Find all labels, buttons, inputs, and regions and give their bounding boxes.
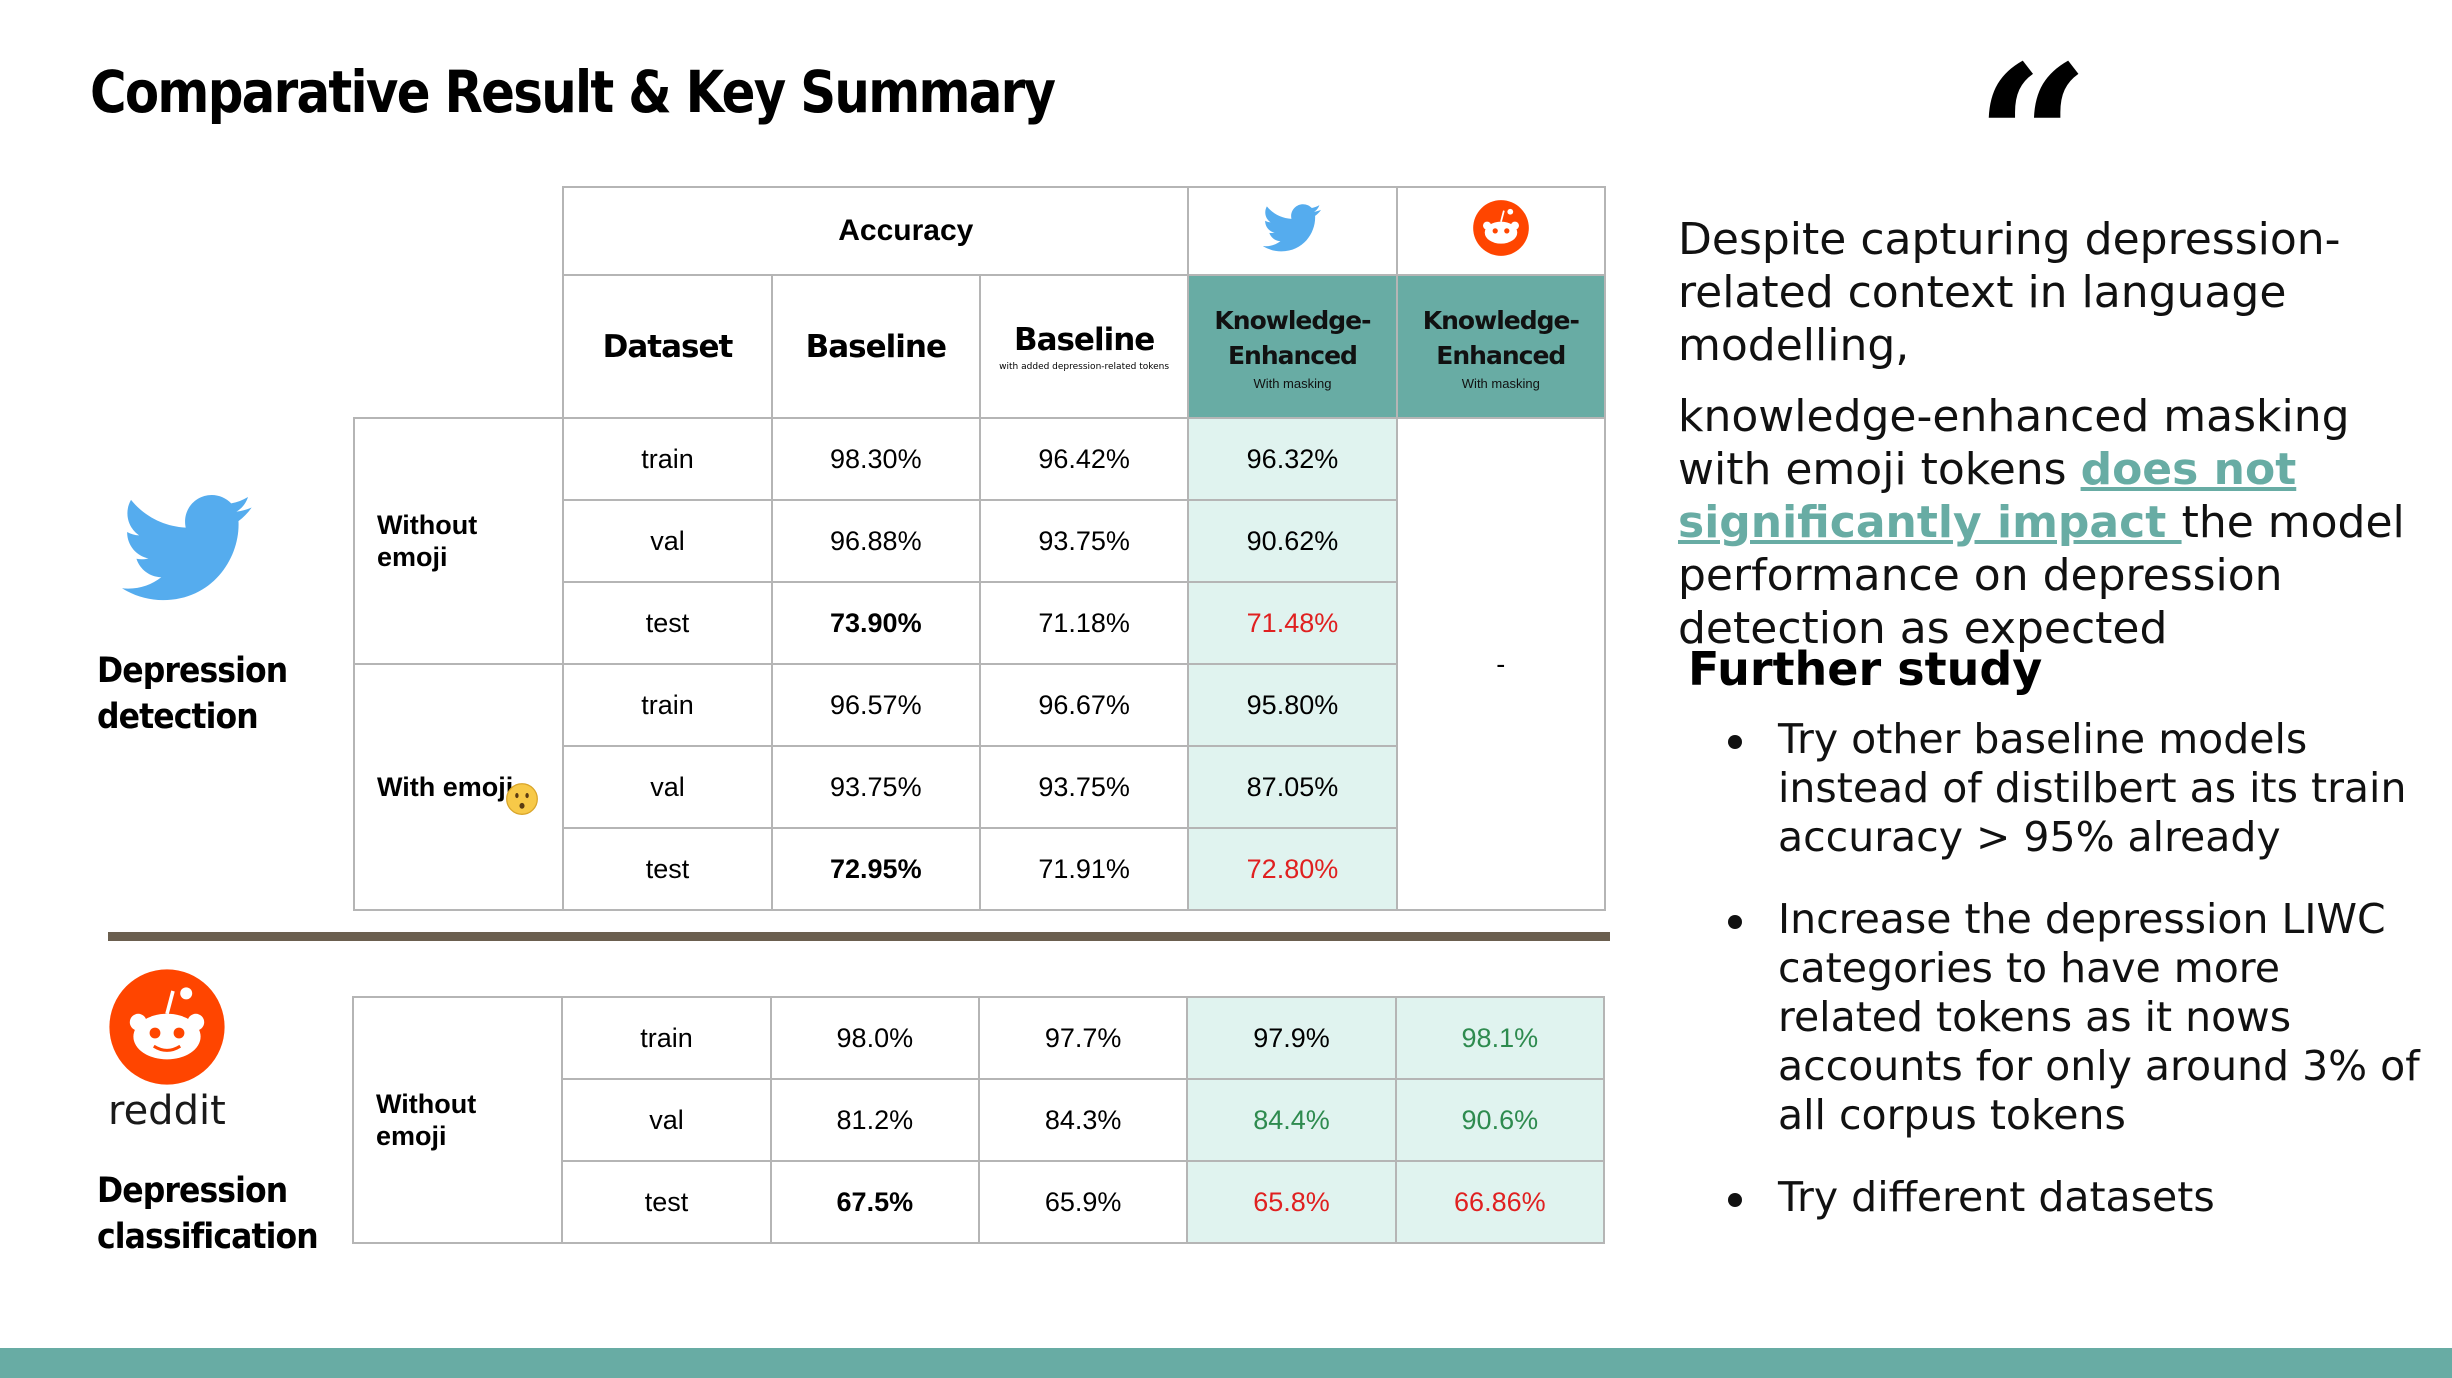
baseline2-cell: 93.75% (978, 745, 1190, 829)
split-cell: test (562, 827, 773, 911)
baseline2-cell: 71.18% (978, 581, 1190, 665)
footer-bar (0, 1348, 2452, 1378)
ke-cell: 87.05% (1187, 745, 1398, 829)
summary-paragraph-1: Despite capturing depression-related con… (1678, 214, 2341, 371)
baseline-cell: 98.30% (770, 417, 981, 501)
split-cell: train (562, 663, 773, 747)
group-without-emoji: Without emoji (351, 996, 564, 1244)
bullet-icon (1728, 915, 1742, 929)
baseline2-cell: 65.9% (977, 1160, 1189, 1244)
table-row: test 67.5% 65.9% 65.8% 66.86% (353, 1160, 1606, 1244)
ke2-cell: 66.86% (1394, 1160, 1606, 1244)
col-knowledge-enhanced-reddit: Knowledge- Enhanced With masking (1395, 274, 1607, 419)
split-cell: test (561, 1160, 772, 1244)
depression-classification-label: Depression classification (97, 1171, 319, 1257)
slide-title: Comparative Result & Key Summary (90, 58, 1056, 126)
reddit-small-icon (1472, 199, 1529, 256)
split-cell: train (561, 996, 772, 1080)
quote-mark: “ (1975, 22, 2091, 257)
bullet-icon (1728, 1193, 1742, 1207)
significance-link[interactable]: does not significantly impact (1678, 444, 2297, 548)
ke2-cell: 90.6% (1394, 1078, 1606, 1162)
bullet-icon (1728, 735, 1742, 749)
baseline2-cell: 84.3% (977, 1078, 1189, 1162)
baseline-cell: 96.57% (770, 663, 981, 747)
list-item: Increase the depression LIWC categories … (1722, 895, 2422, 1140)
reddit-logo-cell (1395, 186, 1607, 276)
summary-paragraph-2: knowledge-enhanced masking with emoji to… (1678, 391, 2405, 654)
ke1-cell: 97.9% (1186, 996, 1397, 1080)
ke2-cell: 98.1% (1394, 996, 1606, 1080)
ke-cell: 90.62% (1187, 499, 1398, 583)
twitter-bird-icon (122, 495, 252, 601)
col-baseline-added: Baseline with added depression-related to… (978, 274, 1190, 419)
baseline-cell: 67.5% (769, 1160, 980, 1244)
baseline-cell: 93.75% (770, 745, 981, 829)
section-divider (108, 932, 1610, 941)
baseline-cell: 73.90% (770, 581, 981, 665)
split-cell: val (561, 1078, 772, 1162)
table-row: val 96.88% 93.75% 90.62% (354, 499, 1605, 583)
ke-cell: 71.48% (1187, 581, 1398, 665)
baseline2-cell: 96.42% (978, 417, 1190, 501)
baseline-cell: 72.95% (770, 827, 981, 911)
split-cell: test (562, 581, 773, 665)
group-without-emoji: Without emoji (352, 417, 565, 665)
split-cell: val (562, 499, 773, 583)
baseline2-cell: 96.67% (978, 663, 1190, 747)
baseline-cell: 96.88% (770, 499, 981, 583)
emoji-face-icon (506, 783, 538, 815)
reddit-dash-cell: - (1395, 417, 1607, 911)
table-row: test 73.90% 71.18% 71.48% (354, 581, 1605, 665)
further-study-list: Try other baseline models instead of dis… (1722, 715, 2422, 1255)
twitter-bird-icon (1263, 203, 1322, 251)
twitter-logo-cell (1187, 186, 1398, 276)
split-cell: train (562, 417, 773, 501)
ke1-cell: 65.8% (1186, 1160, 1397, 1244)
split-cell: val (562, 745, 773, 829)
col-dataset: Dataset (562, 274, 773, 419)
table-row: Without emoji train 98.0% 97.7% 97.9% 98.… (351, 996, 1606, 1244)
col-baseline: Baseline (770, 274, 981, 419)
col-knowledge-enhanced-twitter: Knowledge- Enhanced With masking (1187, 274, 1398, 419)
ke-cell: 72.80% (1187, 827, 1398, 911)
table-row: With emoji train 96.57% 96.67% 95.80% (352, 663, 1605, 911)
table-row: val 93.75% 93.75% 87.05% (354, 745, 1605, 829)
list-item: Try different datasets (1722, 1173, 2422, 1222)
group-with-emoji: With emoji (352, 663, 565, 911)
baseline-cell: 98.0% (769, 996, 980, 1080)
reddit-logo-icon (109, 969, 225, 1085)
table-row: test 72.95% 71.91% 72.80% (354, 827, 1605, 911)
baseline2-cell: 93.75% (978, 499, 1190, 583)
baseline2-cell: 71.91% (978, 827, 1190, 911)
baseline-cell: 81.2% (769, 1078, 980, 1162)
twitter-results-table: Accuracy Dataset Baseline Baseline with a… (352, 186, 1607, 911)
further-study-heading: Further study (1688, 642, 2043, 696)
table-row: val 81.2% 84.3% 84.4% 90.6% (353, 1078, 1606, 1162)
reddit-wordmark: reddit (108, 1088, 226, 1134)
empty-corner (354, 187, 563, 275)
ke-cell: 96.32% (1187, 417, 1398, 501)
baseline2-cell: 97.7% (977, 996, 1189, 1080)
accuracy-header-cell: Accuracy (562, 186, 1190, 276)
list-item: Try other baseline models instead of dis… (1722, 715, 2422, 862)
table-row: Without emoji train 98.30% 96.42% 96.32% … (352, 417, 1607, 911)
ke-cell: 95.80% (1187, 663, 1398, 747)
depression-detection-label: Depression detection (97, 651, 288, 737)
ke1-cell: 84.4% (1186, 1078, 1397, 1162)
accuracy-header: Accuracy (838, 214, 974, 247)
reddit-results-table: Without emoji train 98.0% 97.7% 97.9% 98.… (351, 996, 1606, 1244)
